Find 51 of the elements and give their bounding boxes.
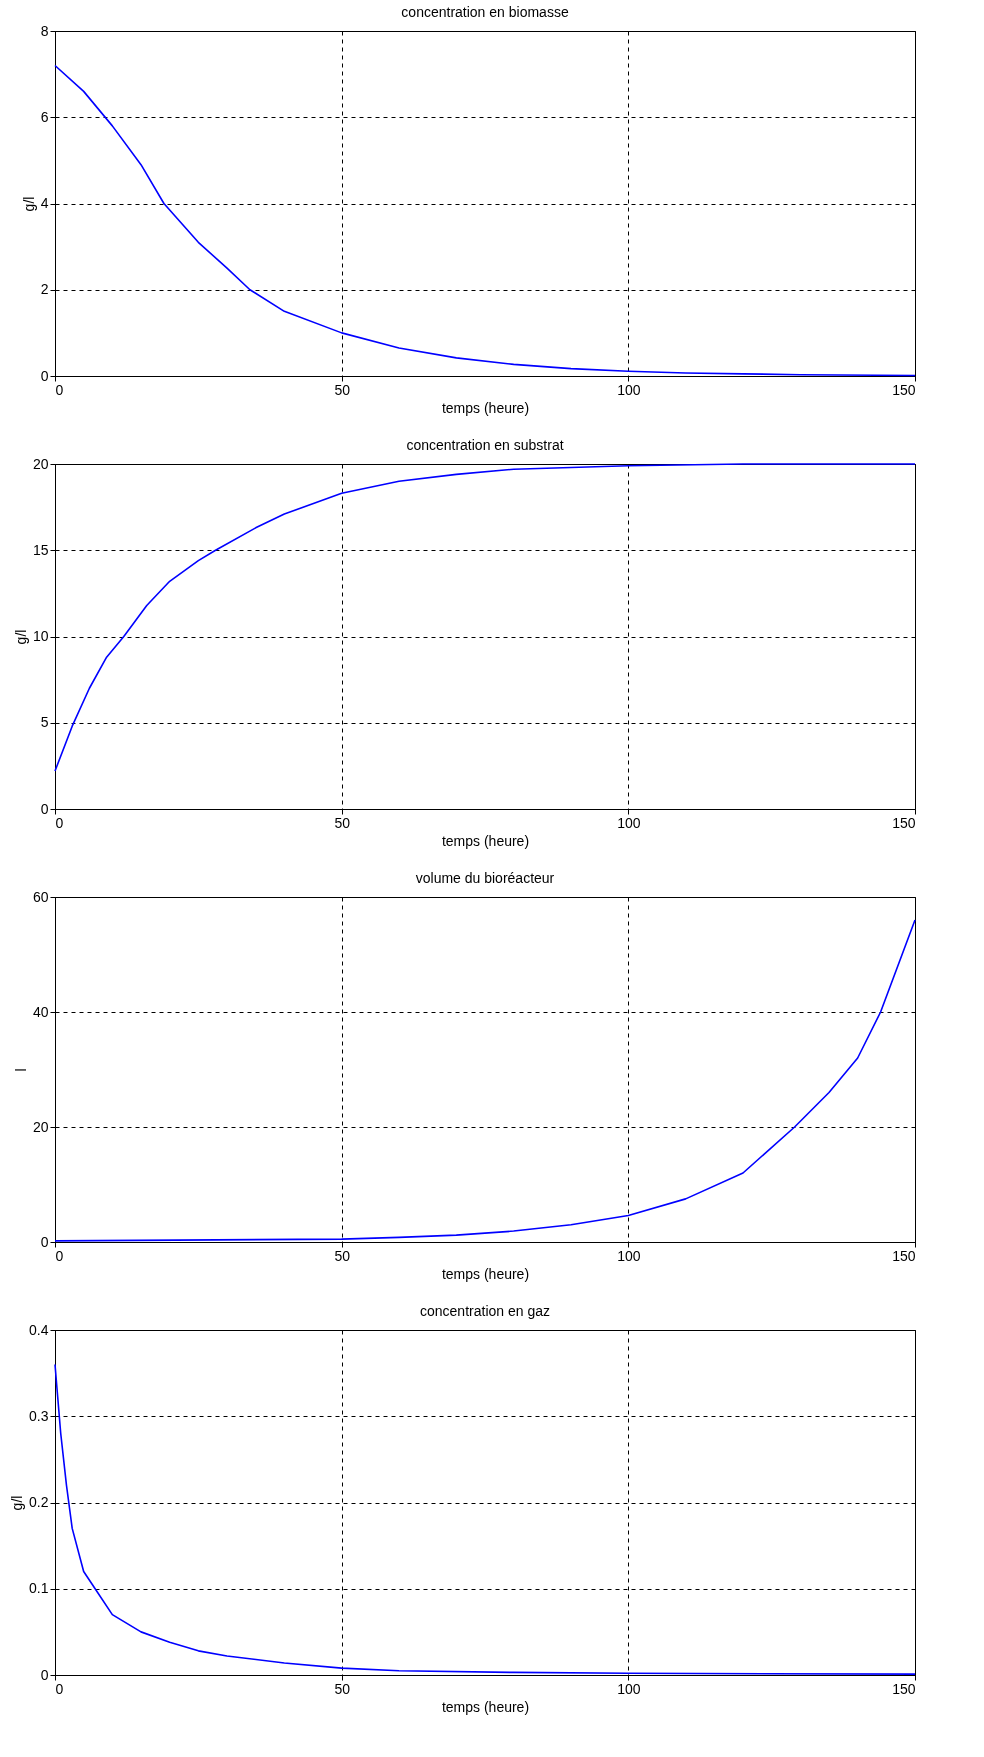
x-axis-title: temps (heure) [441,399,530,416]
y-tick-label: 10 [32,628,49,644]
y-axis-title: l [12,1068,29,1072]
line-series [54,463,916,772]
x-tick-label: 150 [892,814,916,831]
chart-title: volume du bioréacteur [415,870,555,886]
y-tick-label: 2 [40,281,49,298]
x-axis-title: temps (heure) [441,1698,530,1715]
x-tick-label: 0 [55,381,64,398]
y-tick-label: 0.3 [29,1407,49,1424]
y-axis-title: g/l [12,629,29,645]
x-tick-label: 50 [334,1247,351,1264]
x-tick-label: 100 [617,381,641,398]
x-tick-label: 0 [55,1247,64,1264]
y-axis-title: g/l [9,1495,26,1511]
y-tick-label: 40 [32,1003,49,1020]
x-tick-label: 0 [55,814,64,831]
line-series [54,64,916,377]
y-tick-label: 15 [32,541,49,558]
x-tick-label: 50 [334,381,351,398]
x-tick-label: 0 [55,1680,64,1697]
y-tick-label: 0 [40,1233,49,1250]
y-tick-label: 20 [32,1118,49,1135]
y-tick-label: 0.1 [29,1580,49,1597]
x-axis-title: temps (heure) [441,1265,530,1282]
y-tick-label: 0 [40,367,49,384]
y-tick-label: 0 [40,1666,49,1683]
chart-title: concentration en substrat [406,437,564,453]
line-series [54,1363,916,1675]
x-tick-label: 100 [617,1247,641,1264]
chart-title: concentration en biomasse [401,4,569,20]
y-tick-label: 0.2 [29,1494,49,1510]
y-tick-label: 60 [32,888,49,905]
x-tick-label: 150 [892,1680,916,1697]
y-tick-label: 0.4 [29,1321,49,1338]
y-tick-label: 4 [40,195,49,211]
line-series [54,919,916,1242]
x-tick-label: 150 [892,381,916,398]
chart-title: concentration en gaz [420,1303,550,1319]
x-tick-label: 50 [334,814,351,831]
y-tick-label: 20 [32,455,49,472]
x-tick-label: 100 [617,814,641,831]
y-tick-label: 6 [40,108,49,125]
y-axis-title: g/l [20,196,37,212]
x-axis-title: temps (heure) [441,832,530,849]
y-tick-label: 5 [40,714,49,731]
y-tick-label: 8 [40,22,49,39]
x-tick-label: 150 [892,1247,916,1264]
x-tick-label: 100 [617,1680,641,1697]
y-tick-label: 0 [40,800,49,817]
x-tick-label: 50 [334,1680,351,1697]
